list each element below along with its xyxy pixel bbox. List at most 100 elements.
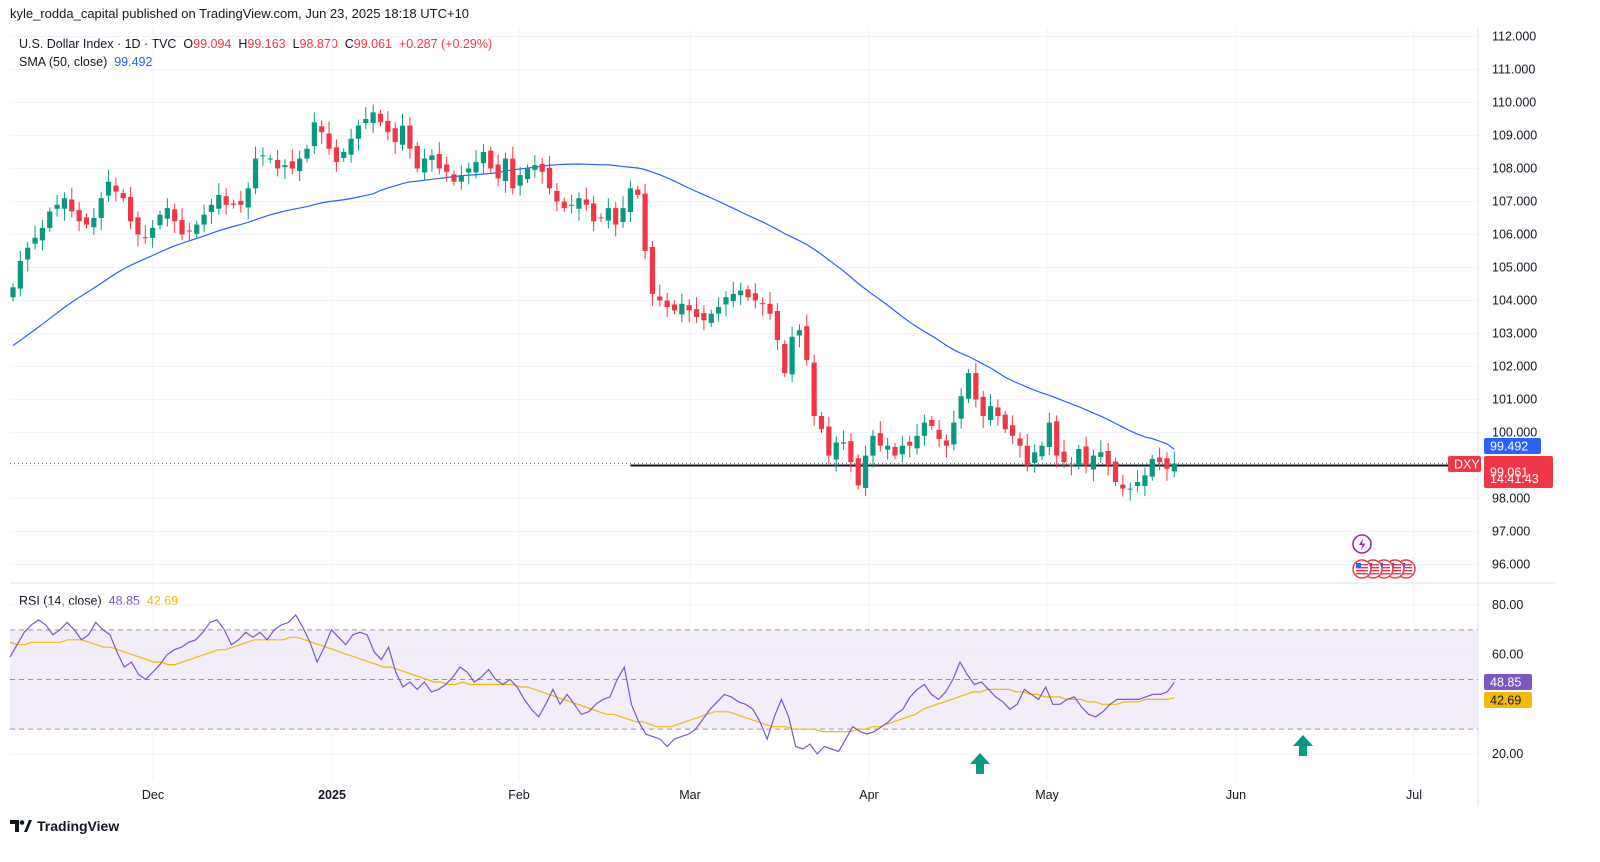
candle	[32, 225, 38, 250]
candle-body	[892, 447, 898, 456]
candle-body	[83, 217, 90, 225]
time-tick-label[interactable]: Apr	[859, 788, 878, 802]
candle	[1054, 415, 1060, 468]
time-tick-label[interactable]: Feb	[508, 788, 530, 802]
candle	[230, 199, 237, 209]
candle-body	[179, 219, 185, 235]
candle	[1090, 449, 1097, 482]
candle	[83, 213, 90, 229]
candle	[179, 208, 185, 241]
candle-body	[524, 168, 531, 180]
candle-body	[1054, 421, 1060, 456]
candle-body	[91, 218, 97, 228]
rsi-tick-label: 20.00	[1492, 747, 1523, 761]
candle-body	[1076, 449, 1082, 466]
candle-body	[282, 165, 288, 168]
candle-body	[267, 158, 273, 160]
sma-legend[interactable]: SMA (50, close) 99.492	[19, 55, 152, 69]
price-tick-label: 98.000	[1492, 492, 1530, 506]
sma-price-tag: 99.492	[1484, 438, 1541, 454]
time-tick-label[interactable]: Dec	[142, 788, 164, 802]
candle	[98, 192, 104, 230]
candle	[620, 196, 626, 228]
time-tick-label[interactable]: May	[1035, 788, 1059, 802]
lightning-bolt	[1359, 538, 1366, 551]
candle	[201, 204, 207, 233]
candle	[885, 437, 891, 460]
candle-body	[10, 287, 16, 298]
high-label: H	[238, 37, 248, 51]
symbol-name[interactable]: U.S. Dollar Index · 1D · TVC	[19, 37, 177, 51]
candle-body	[32, 237, 38, 244]
candle-body	[1149, 458, 1155, 477]
sma-line	[10, 163, 1478, 467]
flag-canton	[1356, 563, 1361, 568]
candle-body	[943, 440, 950, 446]
sma-price-tag-bg	[1484, 438, 1541, 454]
time-tick-label[interactable]: Jul	[1406, 788, 1422, 802]
candles	[10, 104, 1177, 501]
candle	[275, 150, 281, 177]
candle-body	[223, 196, 229, 205]
candle-body	[708, 313, 714, 323]
price-tick-label: 109.000	[1492, 129, 1537, 143]
candle	[642, 183, 648, 259]
candle	[752, 283, 758, 309]
candle-body	[201, 214, 207, 225]
candle	[921, 414, 927, 446]
candle-body	[1002, 414, 1008, 430]
candle	[61, 192, 68, 221]
candle-body	[1024, 445, 1030, 466]
candle	[120, 188, 126, 203]
candle-body	[319, 126, 325, 133]
candle	[289, 149, 295, 175]
candle-body	[613, 208, 619, 225]
price-tick-label: 104.000	[1492, 294, 1537, 308]
candle-body	[980, 396, 986, 416]
candle-body	[936, 429, 942, 440]
time-tick-label[interactable]: Jun	[1226, 788, 1246, 802]
flag-stripe	[1400, 567, 1412, 569]
candle-body	[458, 175, 464, 182]
candle	[1032, 444, 1038, 473]
candle-body	[142, 237, 148, 239]
time-tick-label[interactable]: 2025	[318, 788, 346, 802]
candle-body	[899, 445, 905, 455]
candle	[216, 183, 222, 215]
candle	[392, 122, 398, 154]
candle	[436, 142, 442, 175]
candle	[760, 297, 766, 316]
candle	[804, 314, 810, 366]
candle-body	[69, 199, 75, 212]
candle-body	[1010, 425, 1016, 436]
candle-body	[818, 416, 825, 430]
candle-body	[657, 296, 663, 301]
candle	[150, 219, 156, 248]
candle-body	[796, 330, 803, 336]
time-tick-label[interactable]: Mar	[679, 788, 701, 802]
candle	[1098, 440, 1104, 463]
candle	[510, 146, 516, 195]
flag-stripe	[1367, 573, 1379, 575]
open-value: 99.094	[193, 37, 232, 51]
candle	[686, 299, 692, 323]
price-tick-label: 97.000	[1492, 525, 1530, 539]
candle-body	[767, 303, 773, 314]
candle	[91, 208, 97, 236]
candle	[1046, 412, 1052, 455]
candle	[679, 293, 685, 323]
candle-body	[649, 247, 656, 294]
candle	[348, 128, 354, 163]
candle-body	[172, 209, 178, 222]
tradingview-brand[interactable]: TradingView	[10, 818, 119, 834]
publisher-caption: kyle_rodda_capital published on TradingV…	[10, 6, 470, 21]
candle-body	[208, 204, 215, 213]
candle-body	[1127, 488, 1133, 490]
time-axis[interactable]: Dec 2025 Feb Mar Apr May Jun Jul	[142, 788, 1422, 802]
sma-price-tag-text: 99.492	[1490, 440, 1528, 454]
rsi-ma-polyline	[9, 636, 1175, 733]
candle-body	[275, 159, 281, 169]
candle-body	[238, 200, 244, 205]
